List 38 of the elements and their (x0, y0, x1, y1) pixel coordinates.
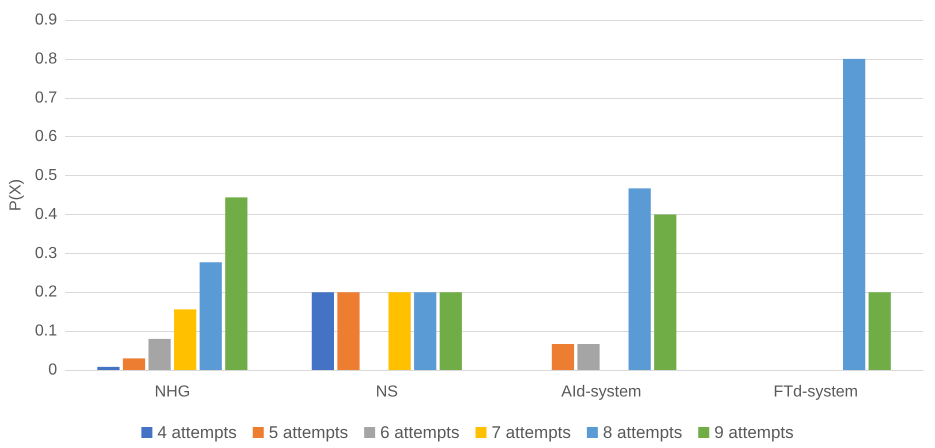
y-tick-label: 0.6 (34, 128, 58, 146)
y-tick-label: 0.9 (34, 12, 58, 28)
x-tick-label: AId-system (561, 384, 642, 400)
bar (148, 338, 171, 370)
bar (97, 366, 120, 370)
bar (174, 309, 196, 370)
y-axis-title: P(X) (8, 179, 24, 211)
bar (225, 197, 248, 370)
bar (577, 344, 600, 370)
bar (440, 292, 462, 370)
bar (868, 292, 891, 370)
bar (414, 292, 436, 370)
bar (628, 188, 651, 370)
x-tick-label: NHG (154, 384, 190, 400)
y-tick-label: 0.8 (34, 50, 58, 68)
y-tick-label: 0.7 (34, 89, 58, 106)
y-tick-label: 0.3 (34, 244, 58, 262)
x-tick-label: NS (376, 384, 398, 400)
bar (122, 358, 146, 370)
y-tick-label: 0.1 (34, 322, 58, 340)
bar (388, 292, 411, 370)
legend-label: 6 attempts (380, 423, 460, 442)
y-tick-label: 0.5 (34, 167, 58, 184)
y-tick-label: 0.2 (34, 284, 58, 301)
bar (312, 292, 334, 370)
legend-label: 9 attempts (714, 423, 794, 442)
x-tick-label: FTd-system (774, 384, 858, 400)
legend-label: 7 attempts (492, 423, 571, 442)
legend-label: 4 attempts (157, 423, 237, 442)
bar (200, 262, 222, 370)
y-tick-label: 0.4 (34, 206, 58, 223)
bar (552, 344, 574, 370)
y-tick-label: 0 (48, 362, 58, 378)
bar (843, 58, 866, 370)
bar (654, 214, 676, 370)
legend-label: 8 attempts (602, 423, 682, 442)
legend-label: 5 attempts (268, 423, 348, 442)
bar (337, 292, 360, 370)
